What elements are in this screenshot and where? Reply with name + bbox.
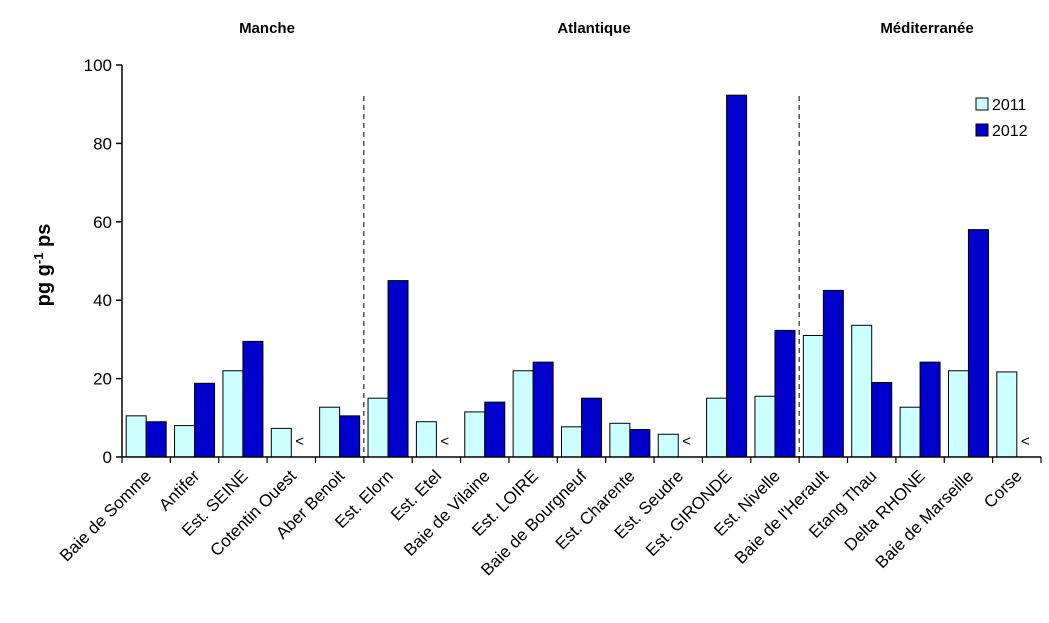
bar-2011 (125, 415, 147, 458)
bar-2011 (270, 427, 292, 458)
bar-2011 (706, 397, 728, 458)
bar-2011 (996, 371, 1018, 458)
bar-2011 (851, 324, 873, 458)
bar-2012 (871, 382, 893, 458)
bar-2011 (174, 425, 196, 458)
region-label: Manche (239, 20, 295, 37)
y-tick-label: 60 (93, 213, 112, 232)
legend-swatch (975, 97, 989, 111)
below-limit-marker: < (440, 433, 449, 450)
bar-2012 (339, 415, 361, 458)
bar-2011 (609, 422, 631, 458)
x-tick-label: Est. GIRONDE (642, 466, 736, 560)
y-tick-label: 40 (93, 291, 112, 310)
bar-2011 (512, 370, 534, 458)
bar-2011 (899, 406, 921, 458)
bar-2011 (561, 426, 582, 458)
bar-2012 (387, 280, 409, 458)
bar-2011 (464, 411, 486, 458)
x-tick-label: Baie de Somme (56, 466, 155, 565)
bar-2012 (774, 329, 796, 458)
x-tick-label: Baie de Vilaine (400, 466, 493, 559)
bar-2011 (947, 370, 969, 458)
bar-2011 (415, 421, 437, 458)
x-tick-label: Corse (980, 466, 1026, 512)
bar-2012 (967, 229, 989, 458)
bar-2011 (222, 370, 244, 458)
bar-2012 (194, 382, 216, 458)
bar-2012 (726, 94, 748, 458)
legend-label: 2012 (992, 123, 1028, 140)
bar-2011 (319, 406, 341, 458)
bar-2012 (629, 429, 651, 458)
bar-2012 (532, 361, 554, 458)
bar-2012 (145, 421, 167, 458)
legend-label: 2011 (992, 97, 1027, 114)
below-limit-marker: < (1021, 433, 1030, 450)
bar-2012 (919, 361, 941, 458)
region-label: Atlantique (557, 20, 630, 37)
below-limit-marker: < (682, 433, 691, 450)
y-tick-label: 0 (103, 448, 112, 467)
bar-2012 (242, 340, 264, 458)
bar-2012 (581, 397, 602, 458)
bar-2011 (754, 395, 776, 458)
y-axis-label: pg g-1 ps (31, 224, 56, 307)
bar-2012 (484, 401, 506, 458)
y-tick-label: 100 (84, 56, 112, 75)
bar-2012 (822, 289, 844, 458)
region-label: Méditerranée (880, 20, 973, 37)
bar-2011 (367, 397, 389, 458)
bar-2011 (657, 433, 679, 458)
bar-2011 (802, 334, 824, 458)
below-limit-marker: < (295, 433, 304, 450)
y-tick-label: 80 (93, 134, 112, 153)
y-tick-label: 20 (93, 370, 112, 389)
legend-swatch (975, 123, 989, 137)
x-tick-label: Cotentin Ouest (206, 466, 300, 560)
